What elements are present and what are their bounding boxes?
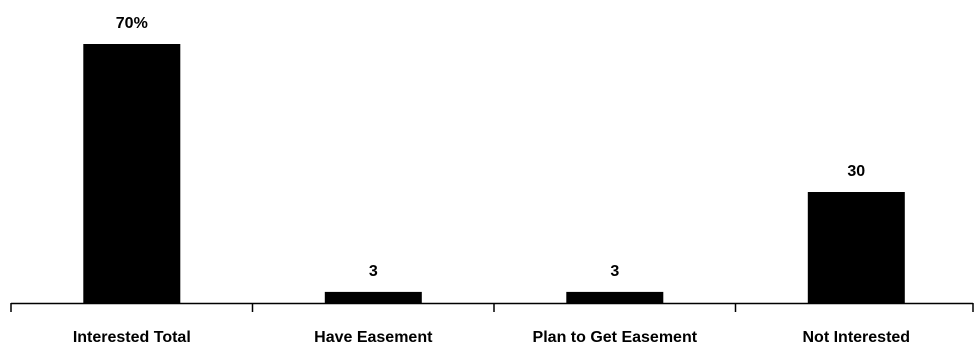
bar-have-easement — [324, 291, 422, 303]
x-ticks-group — [10, 303, 974, 312]
x-tick-label-plan-to-get-easement: Plan to Get Easement — [533, 329, 698, 346]
data-label-not-interested: 30 — [847, 163, 865, 180]
data-label-plan-to-get-easement: 3 — [610, 263, 619, 280]
data-labels-group: 70% 3 3 30 — [116, 15, 866, 280]
bars-group — [83, 44, 905, 303]
x-tick-label-not-interested: Not Interested — [803, 329, 911, 346]
x-tick-labels-group: Interested Total Have Easement Plan to Get… — [73, 329, 910, 346]
bar-not-interested — [807, 192, 905, 303]
bar-plan-to-get-easement — [566, 291, 664, 303]
data-label-interested-total: 70% — [116, 15, 148, 32]
x-tick-label-interested-total: Interested Total — [73, 329, 191, 346]
bar-interested-total — [83, 44, 181, 303]
x-tick-label-have-easement: Have Easement — [314, 329, 433, 346]
data-label-have-easement: 3 — [369, 263, 378, 280]
